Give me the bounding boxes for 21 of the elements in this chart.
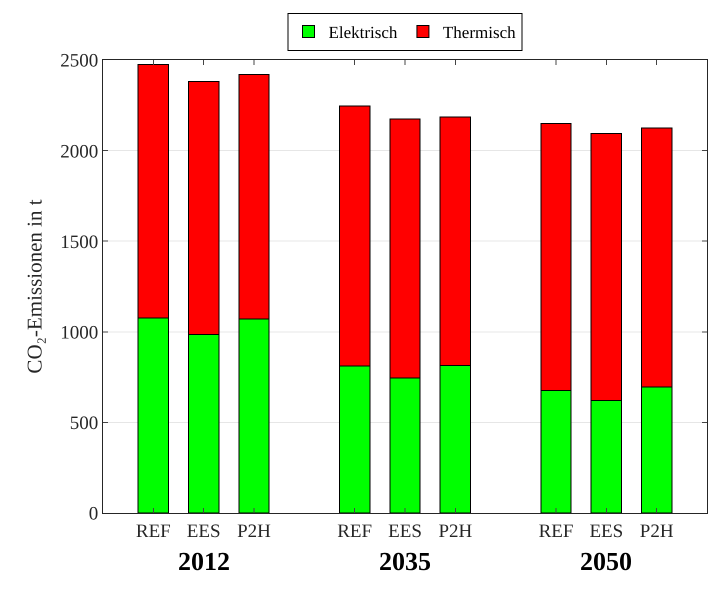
x-tick-label: P2H [640, 520, 674, 542]
text: 2035 [379, 547, 431, 576]
y-tick-label: 1500 [60, 232, 98, 253]
text: 2012 [178, 547, 230, 576]
x-tick-label: REF [337, 520, 372, 542]
x-tick-label: EES [186, 520, 221, 542]
y-axis-title: CO₂-Emissionen in t [22, 199, 46, 374]
legend-label: Thermisch [442, 23, 516, 42]
x-tick-label: REF [136, 520, 171, 542]
text: 2050 [580, 547, 632, 576]
x-tick-label: P2H [438, 520, 472, 542]
y-tick-label: 500 [70, 413, 98, 434]
x-tick-label: P2H [237, 520, 272, 542]
y-tick-label: 2500 [60, 50, 98, 72]
y-tick-label: 0 [88, 504, 98, 525]
y-tick-label: 2000 [60, 141, 98, 162]
legend-label: Elektrisch [328, 23, 398, 42]
x-tick-label: EES [589, 520, 624, 542]
y-tick-label: 1000 [60, 322, 98, 344]
x-tick-label: REF [538, 520, 574, 542]
x-tick-label: EES [388, 520, 422, 542]
